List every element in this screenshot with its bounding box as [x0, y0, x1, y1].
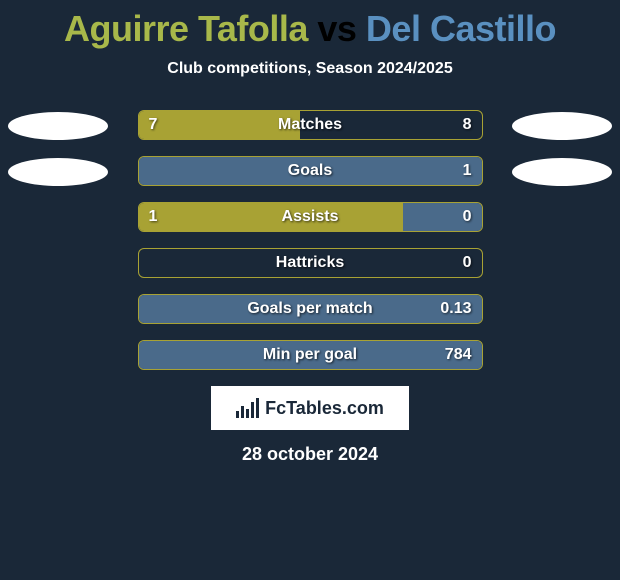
stat-value-left: 7	[149, 116, 158, 134]
stat-value-right: 0	[463, 254, 472, 272]
subtitle: Club competitions, Season 2024/2025	[0, 60, 620, 78]
stat-label: Min per goal	[263, 346, 357, 364]
stat-value-right: 784	[445, 346, 472, 364]
stat-value-right: 1	[463, 162, 472, 180]
player1-flag-icon	[8, 158, 108, 186]
stat-fill-left	[139, 111, 300, 139]
player1-flag-icon	[8, 112, 108, 140]
stat-label: Goals	[288, 162, 332, 180]
stat-label: Assists	[282, 208, 339, 226]
stat-row: 784 Min per goal	[138, 340, 483, 370]
logo-bars-icon	[236, 398, 259, 418]
stat-value-left: 1	[149, 208, 158, 226]
fctables-logo: FcTables.com	[211, 386, 409, 430]
vs-text: vs	[308, 8, 366, 49]
snapshot-date: 28 october 2024	[0, 444, 620, 465]
stat-label: Goals per match	[247, 300, 372, 318]
stat-value-right: 8	[463, 116, 472, 134]
stat-row: 1 Goals	[138, 156, 483, 186]
player2-name: Del Castillo	[366, 8, 556, 49]
stat-value-right: 0	[463, 208, 472, 226]
stat-label: Hattricks	[276, 254, 344, 272]
stat-value-right: 0.13	[440, 300, 471, 318]
stat-label: Matches	[278, 116, 342, 134]
player2-flag-icon	[512, 112, 612, 140]
comparison-title: Aguirre Tafolla vs Del Castillo	[0, 0, 620, 50]
player2-flag-icon	[512, 158, 612, 186]
comparison-chart: 7 8 Matches 1 Goals 1 0 Assists 0 Hattricks 0.13 Go…	[0, 110, 620, 370]
stat-fill-left	[139, 203, 403, 231]
player1-name: Aguirre Tafolla	[64, 8, 308, 49]
stat-row: 0 Hattricks	[138, 248, 483, 278]
stat-row: 0.13 Goals per match	[138, 294, 483, 324]
stat-row: 7 8 Matches	[138, 110, 483, 140]
stat-row: 1 0 Assists	[138, 202, 483, 232]
logo-text: FcTables.com	[265, 398, 384, 419]
